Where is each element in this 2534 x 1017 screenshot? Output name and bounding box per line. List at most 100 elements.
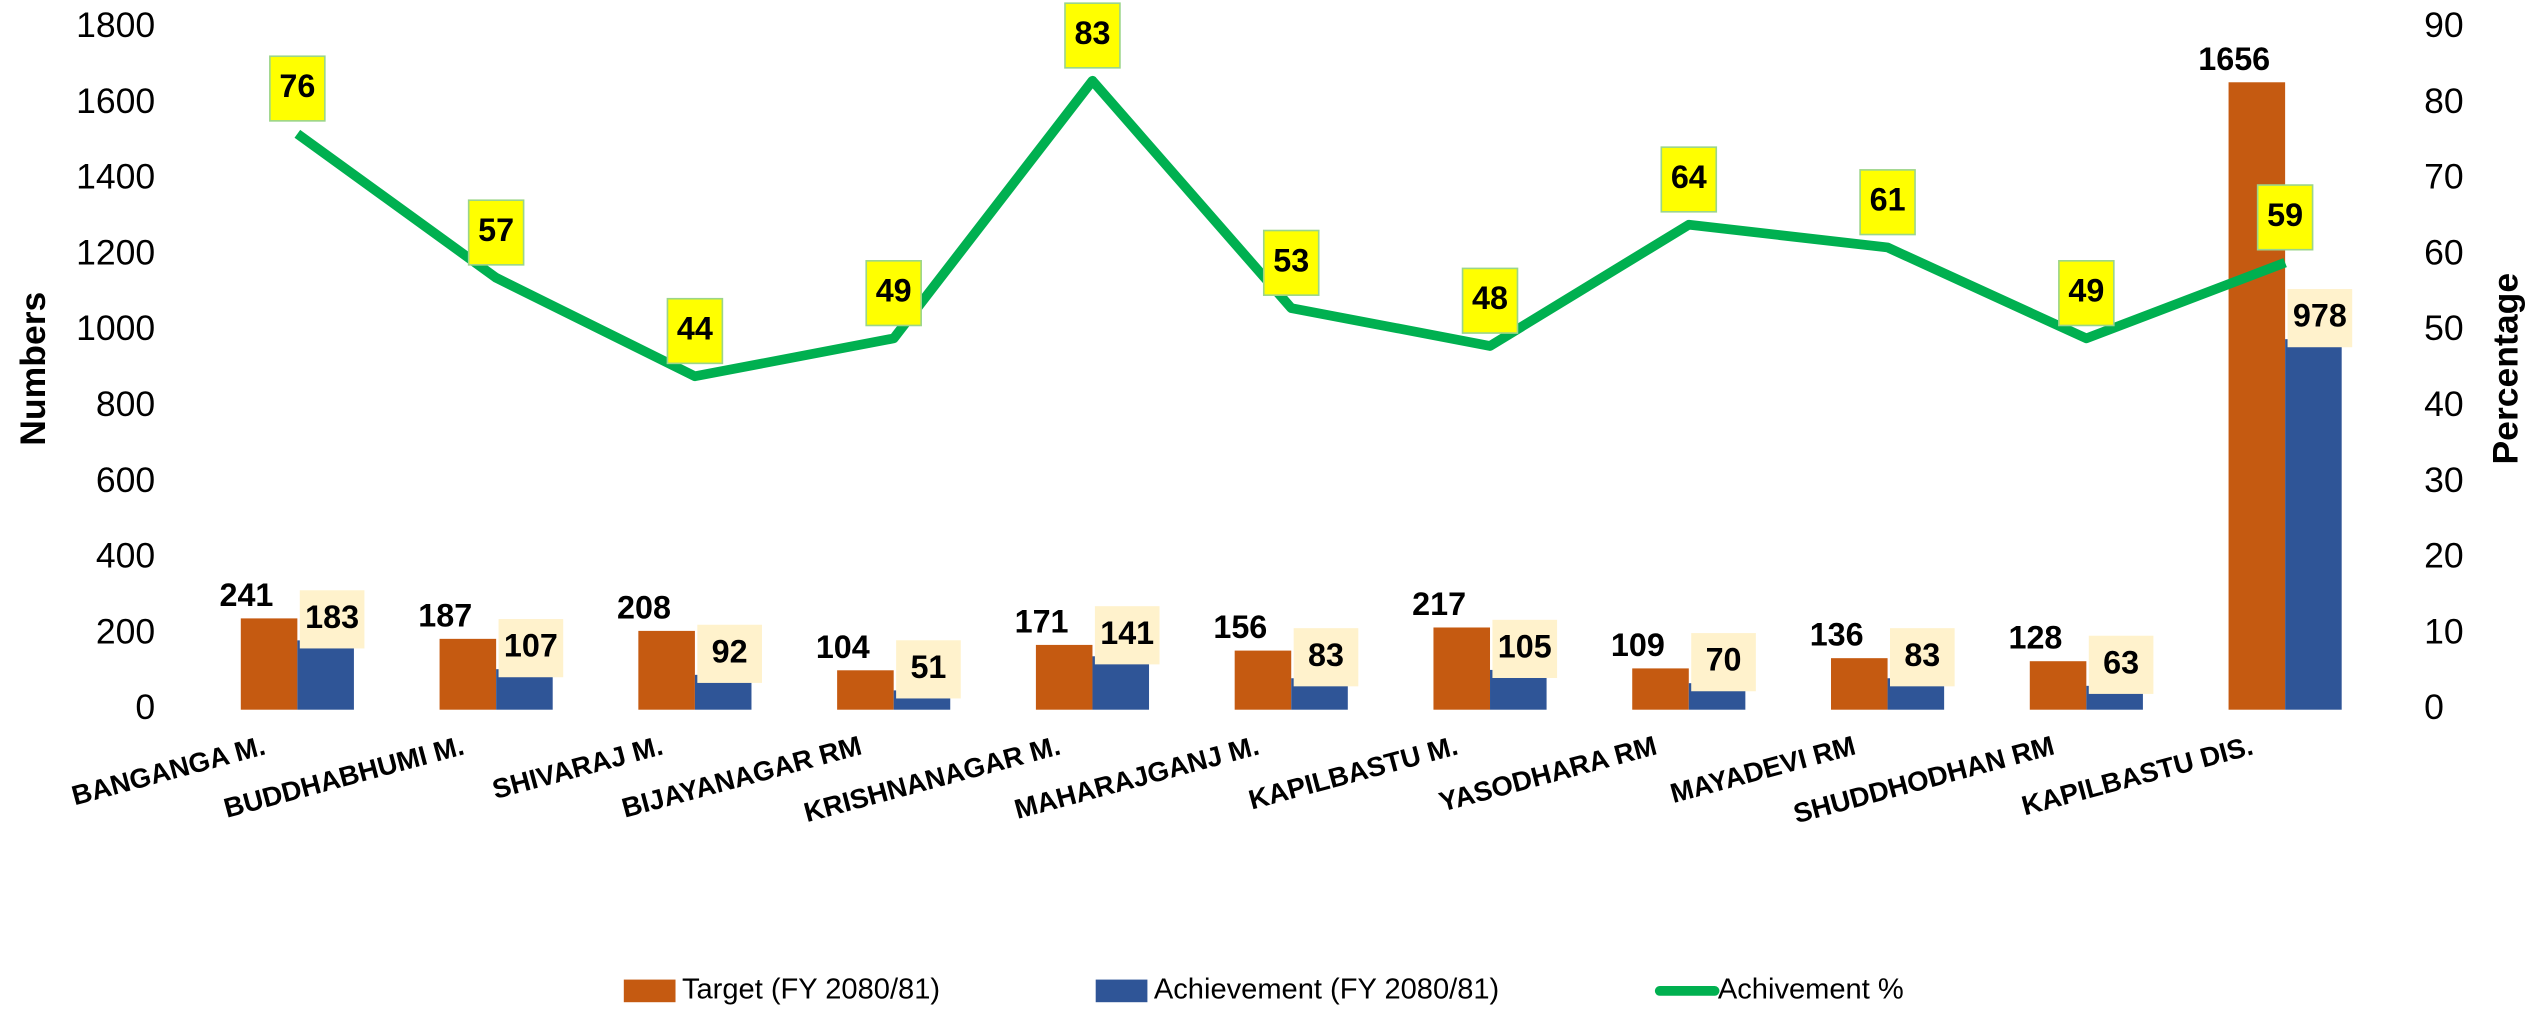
data-label: 107 — [504, 628, 558, 664]
data-label: 59 — [2267, 197, 2303, 233]
bar — [2029, 661, 2087, 710]
legend-swatch — [1095, 979, 1148, 1003]
data-label: 104 — [816, 629, 870, 665]
data-label-box — [896, 640, 961, 699]
y2-axis-title: Percentage — [2486, 273, 2526, 465]
data-label: 48 — [1472, 280, 1508, 316]
y-tick-label: 1400 — [76, 157, 155, 197]
data-label: 57 — [478, 212, 514, 248]
data-label-box — [1889, 628, 1955, 687]
data-label-box — [2088, 635, 2154, 694]
data-label: 44 — [677, 311, 713, 347]
y2-tick-label: 60 — [2424, 232, 2464, 272]
data-label: 63 — [2103, 644, 2139, 680]
data-label-box — [2256, 184, 2314, 251]
data-label: 136 — [1810, 617, 1864, 653]
y2-tick-label: 0 — [2424, 687, 2444, 727]
data-label-box — [498, 619, 564, 678]
data-label-box — [1691, 633, 1756, 692]
data-label: 83 — [1074, 15, 1110, 51]
y-tick-label: 400 — [96, 536, 155, 576]
y2-tick-label: 10 — [2424, 611, 2464, 651]
data-label: 978 — [2293, 298, 2347, 334]
data-label-box — [269, 55, 326, 122]
data-label: 217 — [1412, 586, 1466, 622]
data-label: 128 — [2008, 620, 2062, 656]
bar — [1035, 644, 1093, 710]
data-label: 208 — [617, 589, 671, 625]
data-label: 92 — [712, 633, 748, 669]
bar — [2285, 339, 2342, 710]
data-label: 64 — [1671, 159, 1707, 195]
y-tick-label: 1800 — [76, 5, 155, 45]
y-tick-label: 1600 — [76, 81, 155, 121]
data-label: 183 — [305, 599, 359, 635]
y-tick-label: 1200 — [76, 232, 155, 272]
bar — [297, 640, 354, 710]
y-tick-label: 800 — [96, 384, 155, 424]
y2-tick-label: 50 — [2424, 308, 2464, 348]
data-label: 51 — [910, 649, 946, 685]
data-label: 141 — [1100, 615, 1154, 651]
y2-tick-label: 90 — [2424, 5, 2464, 45]
bar — [439, 638, 497, 710]
legend-label: Achievement (FY 2080/81) — [1154, 974, 1499, 1006]
bar — [1234, 650, 1292, 710]
bar — [1092, 656, 1150, 710]
bar — [638, 630, 695, 710]
data-label-box — [1461, 267, 1519, 334]
data-label-box — [1492, 619, 1558, 678]
data-label-box — [865, 260, 922, 327]
y-tick-label: 1000 — [76, 308, 155, 348]
data-label-box — [299, 590, 365, 649]
data-label: 61 — [1870, 182, 1906, 218]
data-label: 83 — [1904, 637, 1940, 673]
y2-tick-label: 30 — [2424, 460, 2464, 500]
data-label-box — [1660, 146, 1718, 213]
data-label: 49 — [876, 273, 912, 309]
x-tick-label: KAPILBASTU M. — [1245, 730, 1461, 816]
y-tick-label: 200 — [96, 611, 155, 651]
data-label: 171 — [1015, 603, 1069, 639]
data-label: 241 — [219, 577, 273, 613]
data-label: 49 — [2068, 273, 2104, 309]
data-label-box — [2058, 260, 2115, 327]
data-label-box — [1064, 2, 1121, 69]
y2-tick-label: 80 — [2424, 81, 2464, 121]
data-label: 105 — [1498, 628, 1552, 664]
data-label: 53 — [1273, 242, 1309, 278]
y-tick-label: 600 — [96, 460, 155, 500]
y2-tick-label: 40 — [2424, 384, 2464, 424]
data-label-box — [1262, 229, 1320, 296]
bar — [1632, 668, 1689, 710]
legend-label: Achivement % — [1718, 974, 1904, 1006]
data-label: 156 — [1213, 609, 1267, 645]
bar — [1831, 658, 1888, 710]
x-tick-label: YASODHARA RM — [1436, 730, 1660, 818]
y2-tick-label: 20 — [2424, 536, 2464, 576]
data-label: 70 — [1706, 642, 1742, 678]
legend-swatch — [623, 979, 676, 1003]
bar — [837, 670, 894, 710]
data-label-box — [697, 624, 762, 683]
legend-label: Target (FY 2080/81) — [682, 974, 940, 1006]
data-label: 1656 — [2198, 41, 2270, 77]
data-label-box — [666, 297, 724, 365]
bar — [240, 618, 298, 710]
y-tick-label: 0 — [135, 687, 155, 727]
data-label: 83 — [1308, 637, 1344, 673]
data-label: 109 — [1611, 627, 1665, 663]
data-label-box — [1859, 169, 1916, 236]
data-label-box — [2287, 289, 2353, 348]
data-label-box — [467, 199, 525, 266]
y2-tick-label: 70 — [2424, 157, 2464, 197]
data-label-box — [1094, 606, 1160, 665]
data-label-box — [1293, 628, 1359, 687]
x-tick-label: KAPILBASTU DIS. — [2018, 730, 2256, 822]
y-axis-title: Numbers — [13, 292, 53, 446]
data-label: 76 — [279, 68, 315, 104]
line — [294, 75, 2287, 382]
data-label: 187 — [418, 597, 472, 633]
bar — [1433, 627, 1491, 710]
